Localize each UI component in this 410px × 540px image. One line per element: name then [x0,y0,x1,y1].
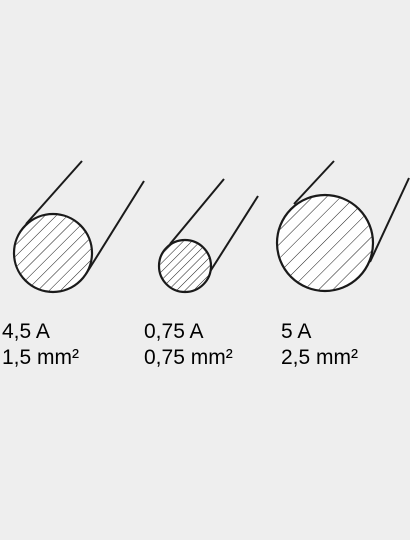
wire-3 [275,160,410,293]
wire-2-lower-edge [205,195,259,279]
wire-1-current: 4,5 A [2,320,50,343]
wire-3-cross-section-area: 2,5 mm² [281,346,359,369]
wire-2-hatching [160,241,210,291]
wire-2 [157,178,259,294]
wire-1 [12,160,145,294]
wire-2-current: 0,75 A [144,320,204,343]
wire-3-lower-edge [369,177,410,263]
wire-2-upper-edge [169,178,225,245]
wire-1-lower-edge [85,180,145,275]
wire-1-cross-section-area: 1,5 mm² [2,346,80,369]
wire-1-label: 4,5 A 1,5 mm² [2,319,79,371]
wire-3-label: 5 A 2,5 mm² [281,319,358,371]
wire-3-upper-edge [293,160,335,205]
wire-2-label: 0,75 A 0,75 mm² [144,319,233,371]
wire-3-hatching [278,196,372,290]
wire-3-current: 5 A [281,320,312,343]
wire-2-cross-section-area: 0,75 mm² [144,346,233,369]
wire-1-upper-edge [25,160,83,225]
wire-1-hatching [15,215,91,291]
